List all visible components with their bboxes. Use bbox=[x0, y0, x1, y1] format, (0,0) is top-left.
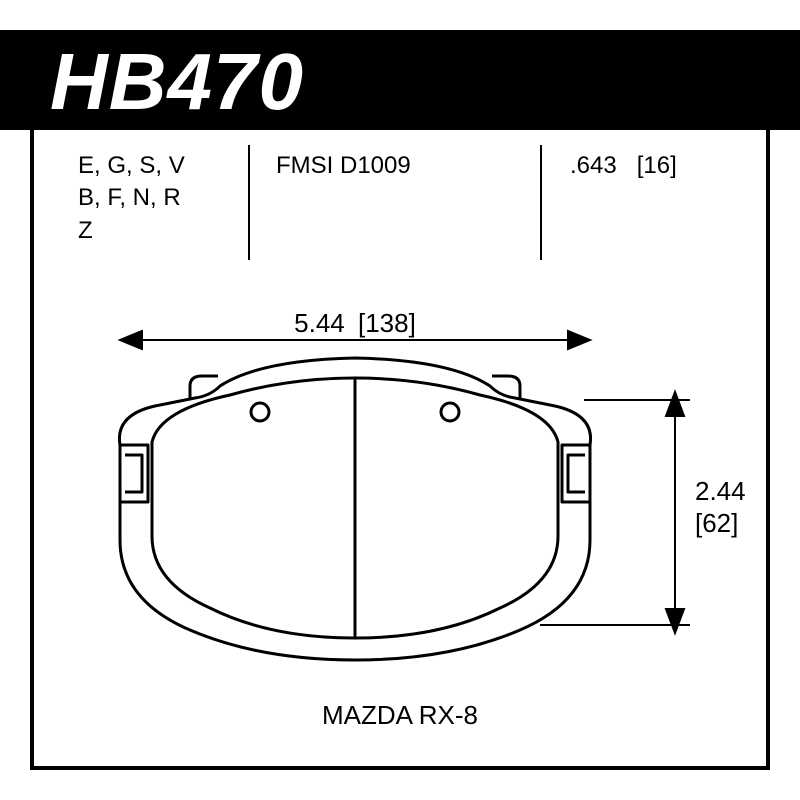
compound-codes: E, G, S, V B, F, N, R Z bbox=[78, 150, 228, 247]
figure-canvas: HB470 E, G, S, V B, F, N, R Z FMSI D1009… bbox=[0, 0, 800, 800]
width-in: 5.44 bbox=[294, 308, 345, 338]
brake-pad-diagram: 5.44 [138] bbox=[60, 300, 760, 720]
height-in: 2.44 bbox=[695, 476, 746, 506]
codes-line-2: B, F, N, R bbox=[78, 182, 228, 214]
height-mm: [62] bbox=[695, 508, 738, 538]
frame-bottom bbox=[30, 766, 770, 770]
info-divider-1 bbox=[248, 145, 250, 260]
fmsi-code: FMSI D1009 bbox=[276, 150, 411, 182]
codes-line-1: E, G, S, V bbox=[78, 150, 228, 182]
info-divider-2 bbox=[540, 145, 542, 260]
frame-left bbox=[30, 130, 34, 770]
width-mm: [138] bbox=[358, 308, 416, 338]
frame-right bbox=[766, 130, 770, 770]
vehicle-name: MAZDA RX-8 bbox=[0, 700, 800, 731]
width-dimension bbox=[120, 331, 590, 349]
height-dimension bbox=[540, 392, 690, 633]
width-label: 5.44 [138] bbox=[294, 308, 416, 338]
thickness-mm: [16] bbox=[637, 152, 677, 179]
thickness-spec: .643 [16] bbox=[570, 150, 677, 182]
pad-outline bbox=[119, 358, 590, 660]
codes-line-3: Z bbox=[78, 215, 228, 247]
part-number: HB470 bbox=[50, 36, 304, 128]
header-bar: HB470 bbox=[0, 30, 800, 130]
thickness-in: .643 bbox=[570, 152, 617, 179]
